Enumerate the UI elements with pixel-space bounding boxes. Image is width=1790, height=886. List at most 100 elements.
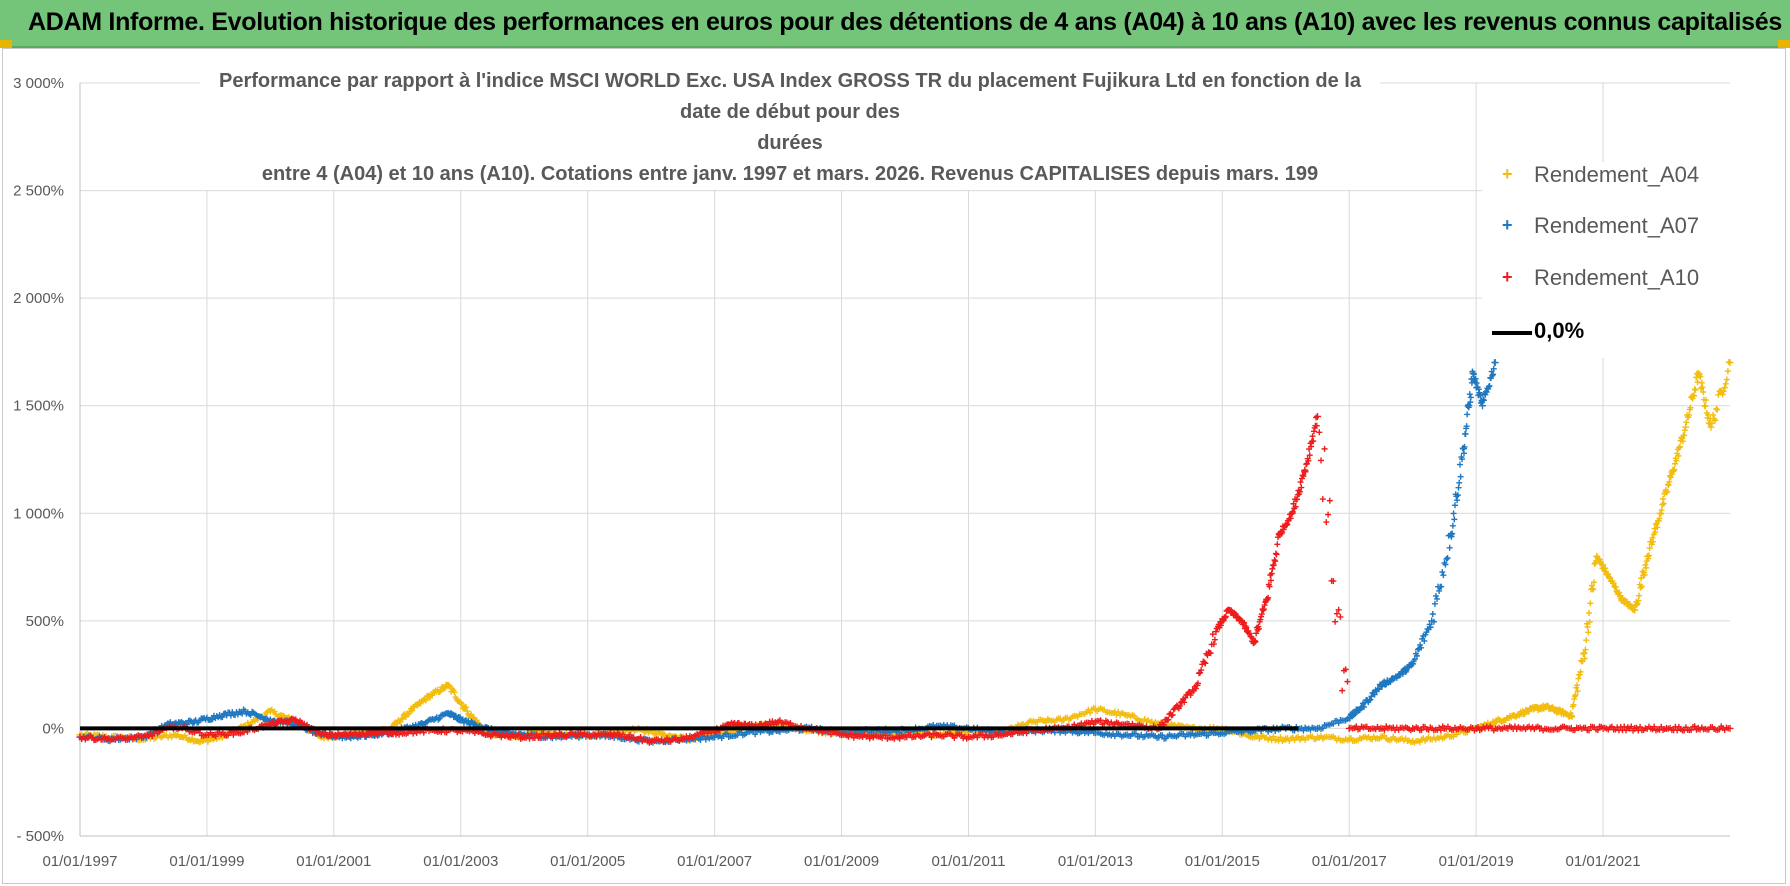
marker-Rendement_A04 — [1709, 420, 1716, 427]
x-axis-tick-labels: 01/01/1997 01/01/1999 01/01/2001 01/01/2003… — [42, 853, 1640, 870]
marker-Rendement_A07 — [1319, 725, 1326, 732]
marker-Rendement_A04 — [1721, 384, 1728, 391]
legend-label-zero: 0,0% — [1534, 318, 1585, 343]
series-Rendement_A07 — [76, 359, 1499, 746]
marker-Rendement_A10 — [1210, 641, 1217, 648]
marker-Rendement_A04 — [1691, 392, 1698, 399]
marker-Rendement_A10 — [1189, 686, 1196, 693]
marker-Rendement_A10 — [1294, 496, 1301, 503]
marker-Rendement_A07 — [1440, 572, 1447, 579]
marker-Rendement_A10 — [1344, 678, 1351, 685]
marker-Rendement_A07 — [1421, 637, 1428, 644]
marker-Rendement_A04 — [265, 707, 272, 714]
marker-Rendement_A10 — [1298, 484, 1305, 491]
marker-Rendement_A10 — [979, 731, 986, 738]
marker-Rendement_A04 — [1634, 600, 1641, 607]
marker-Rendement_A07 — [1436, 587, 1443, 594]
marker-Rendement_A04 — [1567, 710, 1574, 717]
marker-Rendement_A07 — [1432, 592, 1439, 599]
marker-Rendement_A10 — [1165, 716, 1172, 723]
marker-Rendement_A04 — [1657, 510, 1664, 517]
marker-Rendement_A10 — [931, 730, 938, 737]
marker-Rendement_A07 — [1480, 396, 1487, 403]
marker-Rendement_A10 — [896, 735, 903, 742]
point-Rendement_A10 — [1314, 412, 1321, 420]
marker-Rendement_A10 — [1260, 607, 1267, 614]
marker-Rendement_A04 — [1650, 538, 1657, 545]
marker-Rendement_A07 — [209, 716, 216, 723]
x-tick-label: 01/01/2017 — [1312, 853, 1387, 870]
marker-Rendement_A10 — [1177, 702, 1183, 709]
marker-Rendement_A04 — [1712, 417, 1719, 424]
marker-Rendement_A04 — [1681, 427, 1688, 434]
marker-Rendement_A10 — [1243, 624, 1250, 631]
marker-Rendement_A07 — [1361, 704, 1368, 711]
marker-Rendement_A04 — [1638, 583, 1645, 590]
marker-Rendement_A07 — [1450, 510, 1457, 517]
marker-Rendement_A10 — [1637, 723, 1644, 730]
marker-Rendement_A10 — [1258, 611, 1265, 618]
marker-Rendement_A07 — [1491, 359, 1498, 366]
marker-Rendement_A07 — [1454, 492, 1461, 499]
marker-Rendement_A04 — [1704, 414, 1711, 421]
marker-Rendement_A04 — [1043, 719, 1050, 726]
marker-Rendement_A10 — [270, 718, 277, 725]
marker-Rendement_A04 — [659, 729, 666, 736]
marker-Rendement_A04 — [1660, 495, 1667, 502]
marker-Rendement_A07 — [1471, 371, 1478, 378]
marker-Rendement_A10 — [1330, 578, 1337, 585]
marker-Rendement_A10 — [1251, 637, 1258, 644]
marker-Rendement_A07 — [1371, 691, 1378, 698]
marker-Rendement_A10 — [1326, 497, 1333, 504]
marker-Rendement_A10 — [1270, 561, 1277, 568]
marker-Rendement_A10 — [963, 735, 970, 742]
marker-Rendement_A10 — [1198, 667, 1205, 674]
marker-Rendement_A07 — [1483, 389, 1490, 396]
marker-Rendement_A10 — [1313, 414, 1320, 421]
marker-Rendement_A04 — [1090, 705, 1097, 712]
x-tick-label: 01/01/2019 — [1439, 853, 1514, 870]
marker-Rendement_A10 — [1269, 565, 1276, 572]
marker-Rendement_A04 — [1058, 717, 1065, 724]
marker-Rendement_A10 — [850, 734, 857, 741]
marker-Rendement_A10 — [1407, 727, 1414, 734]
marker-Rendement_A10 — [882, 732, 889, 739]
marker-Rendement_A07 — [1449, 530, 1456, 537]
marker-Rendement_A04 — [1658, 507, 1665, 514]
marker-Rendement_A04 — [1600, 561, 1607, 568]
marker-Rendement_A10 — [1318, 457, 1325, 464]
legend-marker-a04-icon: + — [1502, 164, 1513, 184]
marker-Rendement_A04 — [1616, 589, 1623, 596]
marker-Rendement_A04 — [437, 687, 444, 694]
marker-Rendement_A07 — [1443, 556, 1450, 563]
marker-Rendement_A10 — [928, 734, 935, 741]
x-tick-label: 01/01/1997 — [42, 853, 117, 870]
marker-Rendement_A04 — [1636, 592, 1643, 599]
marker-Rendement_A10 — [1181, 699, 1188, 706]
marker-Rendement_A04 — [463, 704, 470, 711]
marker-Rendement_A04 — [1376, 735, 1383, 742]
marker-Rendement_A04 — [1612, 584, 1619, 591]
marker-Rendement_A04 — [1686, 411, 1693, 418]
marker-Rendement_A10 — [1691, 723, 1698, 730]
marker-Rendement_A10 — [413, 729, 420, 736]
marker-Rendement_A04 — [1643, 564, 1650, 571]
marker-Rendement_A07 — [1455, 484, 1462, 491]
marker-Rendement_A10 — [1273, 551, 1280, 558]
marker-Rendement_A07 — [1442, 561, 1449, 568]
marker-Rendement_A04 — [1720, 388, 1727, 395]
marker-Rendement_A10 — [1310, 438, 1317, 445]
marker-Rendement_A10 — [233, 729, 240, 736]
marker-Rendement_A10 — [1630, 727, 1637, 734]
marker-Rendement_A10 — [1297, 479, 1304, 486]
marker-Rendement_A10 — [1296, 488, 1303, 495]
marker-Rendement_A10 — [487, 733, 494, 740]
legend-line-zero-icon — [1492, 331, 1532, 335]
marker-Rendement_A10 — [1566, 725, 1573, 732]
marker-Rendement_A04 — [1667, 474, 1674, 481]
y-axis-tick-labels: - 500% 0% 500% 1 000% 1 500% 2 000% 2 500% 3 00… — [13, 75, 64, 845]
marker-Rendement_A04 — [1586, 618, 1593, 625]
marker-Rendement_A07 — [1456, 461, 1463, 468]
marker-Rendement_A04 — [1645, 555, 1652, 562]
